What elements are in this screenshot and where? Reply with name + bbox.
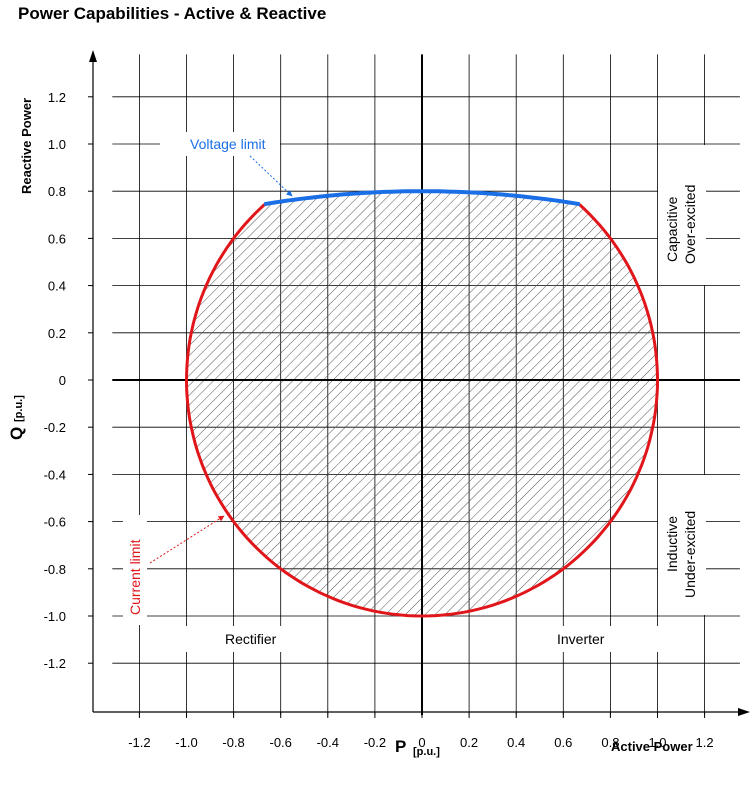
y-axis-unit: [p.u.] [13,395,25,422]
x-tick-label: 0.2 [460,735,478,750]
y-tick-label: -0.6 [44,515,66,530]
rectifier-label: Rectifier [225,631,277,647]
over-excited-label: Over-excited [682,185,698,264]
x-axis-unit: [p.u.] [413,746,440,758]
inverter-label-bg [518,626,658,652]
x-axis-secondary-label: Active Power [611,739,693,754]
y-tick-labels: 1.2 1.0 0.8 0.6 0.4 0.2 0 -0.2 -0.4 -0.6 -0.8 -1.0 -… [44,90,66,671]
x-tick-label: 0 [418,735,425,750]
x-tick-label: -1.2 [128,735,150,750]
voltage-limit-label-bg [160,132,280,156]
x-tick-label: -0.4 [317,735,339,750]
inductive-label-bg [658,475,706,615]
y-tick-label: 0.8 [48,184,66,199]
y-tick-label: 1.0 [48,137,66,152]
y-tick-label: 0.4 [48,279,66,294]
x-tick-labels: -1.2 -1.0 -0.8 -0.6 -0.4 -0.2 0 0.2 0.4 0.6 0.8 1.0… [128,735,713,750]
current-limit-label: Current limit [127,539,143,615]
voltage-limit-pointer [249,155,293,197]
x-tick-label: 1.2 [696,735,714,750]
y-axis-secondary-label: Reactive Power [19,98,34,194]
y-tick-label: -0.8 [44,562,66,577]
y-tick-label: -1.0 [44,609,66,624]
x-tick-label: 0.4 [507,735,525,750]
current-limit-label-bg [123,515,147,625]
x-tick-label: 1.0 [648,735,666,750]
x-tick-label: -0.6 [269,735,291,750]
x-tick-label: 0.6 [554,735,572,750]
y-tick-label: -0.2 [44,420,66,435]
chart-title: Power Capabilities - Active & Reactive [18,4,327,23]
y-tick-label: 0 [59,373,66,388]
y-tick-label: 0.2 [48,326,66,341]
capacitive-label: Capacitive [664,196,680,262]
voltage-limit-curve [263,189,581,207]
x-tick-label: -0.2 [364,735,386,750]
x-tick-label: -1.0 [175,735,197,750]
x-axis-label: P [395,737,406,756]
y-tick-label: -0.4 [44,467,66,482]
y-tick-label: 0.6 [48,231,66,246]
rectifier-label-bg [186,626,326,652]
axes [89,50,750,716]
capacitive-label-bg [658,145,706,285]
inverter-label: Inverter [557,631,605,647]
y-tick-label: 1.2 [48,90,66,105]
current-limit-pointer [149,515,225,564]
y-axis-label: Q [7,427,26,440]
under-excited-label: Under-excited [682,511,698,598]
voltage-limit-label: Voltage limit [190,136,266,152]
current-limit-curve [184,203,660,618]
y-tick-label: -1.2 [44,656,66,671]
x-tick-label: 0.8 [601,735,619,750]
x-tick-label: -0.8 [222,735,244,750]
inductive-label: Inductive [664,516,680,572]
